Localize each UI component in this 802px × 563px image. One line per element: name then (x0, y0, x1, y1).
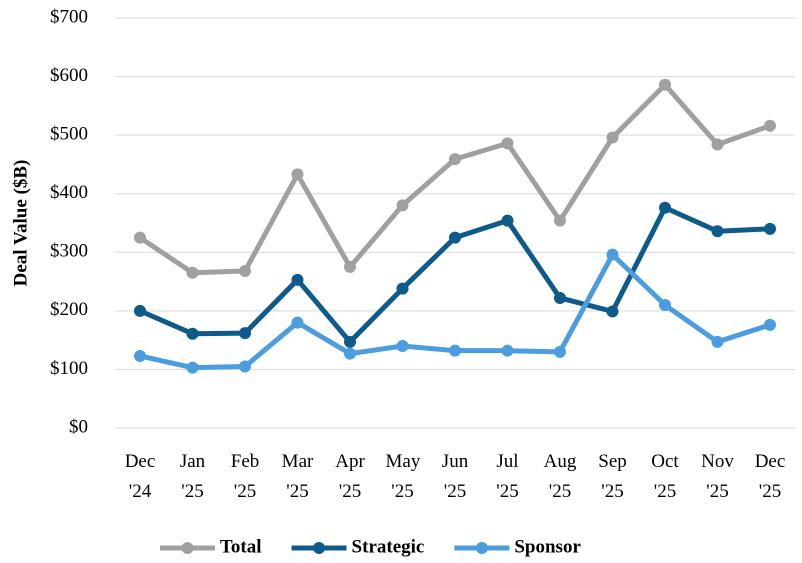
point (291, 168, 304, 181)
y-tick-label: $100 (50, 358, 88, 379)
point (134, 231, 146, 244)
point (764, 318, 776, 331)
point (764, 119, 776, 132)
x-tick-label: Jan '25 (179, 451, 206, 502)
point (186, 361, 199, 374)
point (344, 347, 356, 360)
point (659, 78, 671, 91)
x-tick-label: Mar '25 (281, 451, 314, 502)
x-tick-label: Aug '25 (543, 451, 577, 502)
point (291, 316, 304, 329)
legend-marker (181, 542, 194, 554)
legend-marker (313, 542, 326, 554)
point (239, 265, 251, 278)
point (501, 344, 514, 357)
y-axis-label: Deal Value ($B) (10, 160, 31, 287)
point (186, 327, 199, 340)
point (344, 335, 356, 348)
y-tick-label: $500 (50, 124, 88, 145)
point (239, 360, 251, 373)
point (396, 282, 409, 295)
legend-marker (475, 542, 488, 554)
point (501, 214, 514, 227)
point (659, 201, 671, 214)
x-tick-label: Dec '25 (754, 451, 786, 502)
point (764, 222, 776, 235)
x-tick-label: Jun '25 (441, 451, 469, 502)
point (711, 138, 724, 151)
point (396, 199, 409, 212)
point (606, 248, 619, 261)
point (291, 273, 304, 286)
series-line (138, 82, 771, 276)
legend-label: Strategic (352, 536, 425, 557)
y-tick-label: $300 (50, 241, 88, 262)
point (606, 131, 619, 144)
point (449, 231, 461, 244)
point (659, 299, 671, 311)
point (554, 345, 566, 358)
point (134, 304, 146, 317)
y-tick-label: $200 (50, 299, 88, 320)
y-tick-label: $400 (50, 182, 88, 203)
y-tick-label: $600 (50, 65, 88, 86)
point (134, 349, 146, 362)
point (396, 340, 409, 352)
point (711, 225, 724, 238)
y-tick-label: $0 (69, 416, 88, 437)
legend-label: Sponsor (514, 536, 581, 557)
legend-label: Total (220, 536, 262, 557)
x-tick-label: Apr '25 (335, 451, 365, 502)
point (501, 137, 514, 150)
x-tick-label: Dec '24 (124, 451, 156, 502)
x-tick-label: May '25 (385, 451, 421, 502)
point (711, 335, 724, 348)
point (554, 291, 566, 304)
y-tick-label: $700 (50, 6, 88, 27)
point (606, 305, 619, 318)
x-tick-label: Feb '25 (230, 451, 260, 502)
point (186, 266, 199, 279)
point (344, 260, 356, 273)
point (239, 327, 251, 340)
point (449, 153, 461, 166)
x-tick-label: Oct '25 (651, 451, 679, 502)
series-line (139, 205, 771, 345)
x-tick-label: Jul '25 (496, 451, 519, 502)
x-tick-label: Sep '25 (598, 451, 627, 502)
point (554, 214, 566, 227)
x-tick-label: Nov '25 (701, 451, 734, 502)
point (449, 344, 461, 357)
